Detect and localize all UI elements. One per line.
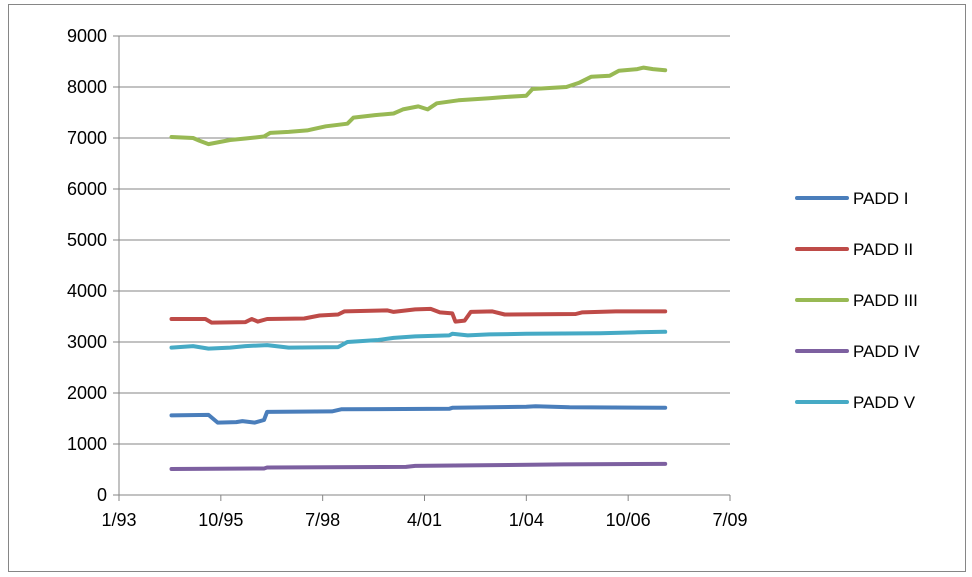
y-tick-label: 9000 [67,26,107,46]
y-tick-label: 4000 [67,281,107,301]
line-chart: 0 1000 2000 3000 4000 5000 6000 7000 8000 9000 1/… [67,26,920,530]
series-line-padd-iv [169,461,668,471]
series-line-padd-ii [169,306,668,325]
y-tick-label: 7000 [67,128,107,148]
x-axis-tick-labels: 1/93 10/95 7/98 4/01 1/04 10/06 7/09 [101,495,748,530]
legend-label: PADD V [853,393,916,412]
x-tick-label: 7/09 [712,510,747,530]
y-tick-label: 2000 [67,383,107,403]
x-tick-label: 4/01 [407,510,442,530]
series-line-padd-iii [169,65,668,147]
legend-label: PADD IV [853,342,920,361]
x-tick-label: 1/04 [509,510,544,530]
legend-label: PADD III [853,291,918,310]
x-tick-label: 10/95 [198,510,243,530]
chart-frame: 0 1000 2000 3000 4000 5000 6000 7000 8000 9000 1/… [8,4,966,572]
y-tick-label: 6000 [67,179,107,199]
series-line-padd-i [169,404,668,425]
legend-label: PADD I [853,189,908,208]
legend: PADD I PADD II PADD III PADD IV PADD V [795,189,920,412]
legend-label: PADD II [853,240,913,259]
y-tick-label: 0 [97,485,107,505]
y-tick-label: 1000 [67,434,107,454]
y-tick-label: 3000 [67,332,107,352]
y-tick-label: 8000 [67,77,107,97]
x-tick-label: 7/98 [305,510,340,530]
y-axis-tick-labels: 0 1000 2000 3000 4000 5000 6000 7000 8000 9000 [67,26,107,505]
axes [118,36,730,496]
gridlines [113,35,730,496]
x-tick-label: 10/06 [606,510,651,530]
y-tick-label: 5000 [67,230,107,250]
series-line-padd-v [169,329,668,351]
x-tick-label: 1/93 [101,510,136,530]
series-lines [169,65,668,471]
